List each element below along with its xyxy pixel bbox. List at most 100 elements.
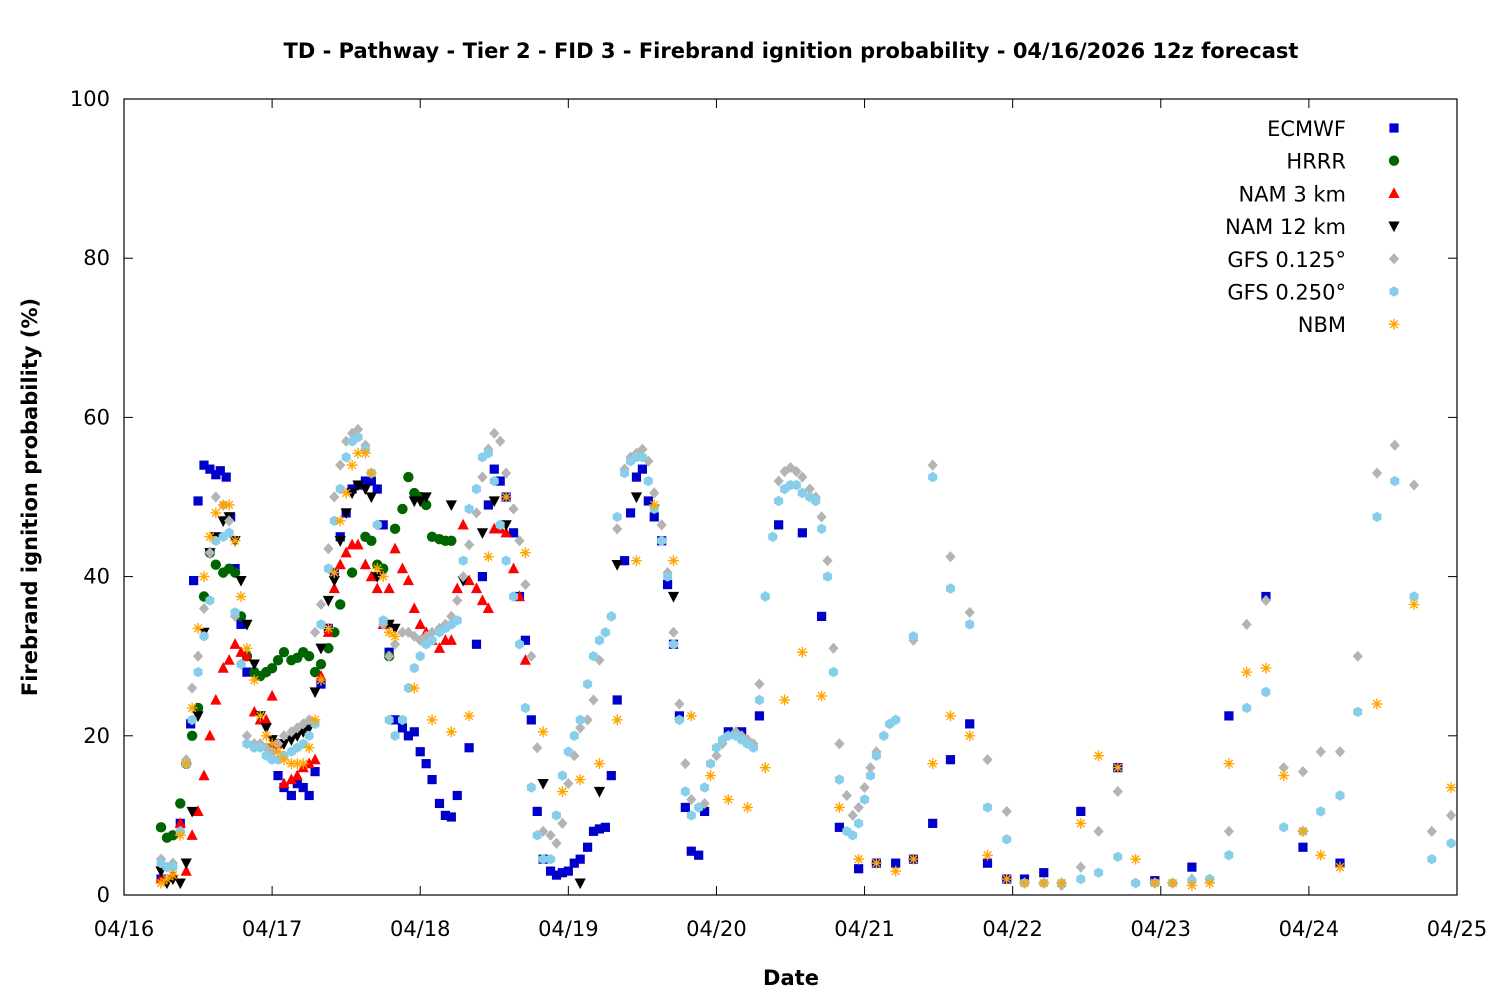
data-point — [495, 435, 506, 447]
x-tick-label: 04/22 — [982, 917, 1043, 941]
data-point — [557, 786, 568, 797]
data-point — [309, 626, 321, 638]
data-point — [427, 774, 437, 785]
data-point — [242, 738, 252, 749]
data-point — [1223, 758, 1235, 770]
data-point — [278, 647, 290, 658]
data-point — [908, 853, 919, 865]
data-point — [187, 682, 198, 694]
data-point — [1075, 817, 1087, 829]
data-point — [328, 575, 340, 587]
data-point — [700, 782, 710, 793]
data-point — [389, 542, 401, 554]
data-point — [180, 865, 192, 876]
data-point — [637, 464, 647, 474]
data-point — [694, 802, 704, 813]
data-point — [520, 635, 530, 645]
data-point — [847, 809, 858, 821]
data-point — [304, 790, 314, 801]
data-point — [221, 472, 231, 482]
data-point — [1149, 877, 1161, 889]
data-point — [526, 782, 536, 793]
data-point — [384, 650, 395, 662]
data-point — [193, 496, 203, 506]
legend-label: ECMWF — [1267, 117, 1346, 141]
data-point — [1076, 873, 1086, 885]
data-point — [1335, 790, 1345, 801]
data-point — [834, 774, 844, 785]
data-point — [365, 492, 377, 504]
data-point — [811, 495, 821, 507]
data-point — [396, 562, 409, 574]
y-tick-label: 60 — [83, 405, 110, 429]
data-point — [335, 459, 346, 471]
data-point — [588, 694, 599, 706]
data-point — [515, 639, 524, 650]
data-point — [699, 797, 710, 810]
data-point — [890, 865, 902, 877]
data-point — [563, 866, 573, 876]
data-point — [1075, 861, 1086, 873]
data-point — [273, 771, 283, 781]
data-point — [278, 777, 290, 789]
data-point — [1187, 862, 1197, 872]
legend-label: NAM 3 km — [1238, 182, 1346, 206]
data-point — [1204, 877, 1216, 889]
data-point — [1039, 868, 1049, 878]
data-point — [389, 630, 401, 642]
data-point — [982, 849, 993, 861]
data-point — [371, 582, 383, 594]
data-point — [612, 695, 622, 705]
data-point — [546, 854, 556, 865]
data-point — [774, 495, 784, 507]
data-point — [796, 646, 808, 658]
data-point — [359, 484, 372, 496]
legend-label: GFS 0.125° — [1227, 248, 1346, 272]
x-tick-label: 04/17 — [242, 917, 303, 941]
data-point — [674, 698, 685, 710]
data-point — [266, 662, 278, 674]
data-point — [236, 659, 246, 670]
data-point — [167, 830, 179, 841]
data-point — [304, 730, 314, 741]
data-point — [705, 770, 716, 781]
data-point — [526, 650, 537, 662]
data-point — [341, 435, 352, 447]
data-point — [309, 666, 321, 678]
data-point — [365, 570, 377, 582]
data-point — [1315, 746, 1326, 758]
data-point — [291, 769, 303, 781]
data-point — [471, 507, 482, 519]
data-point — [500, 491, 512, 503]
data-point — [315, 598, 327, 611]
data-point — [389, 638, 401, 650]
data-point — [593, 786, 606, 798]
data-point — [309, 687, 321, 699]
data-point — [309, 714, 321, 726]
data-point — [1241, 618, 1252, 630]
data-point — [538, 854, 548, 865]
y-tick-label: 0 — [97, 883, 110, 907]
data-point — [649, 487, 660, 499]
data-point — [1002, 834, 1012, 845]
data-point — [186, 829, 198, 840]
data-point — [365, 467, 377, 479]
data-point — [1260, 594, 1272, 607]
data-point — [537, 726, 549, 738]
data-point — [446, 535, 457, 546]
data-point — [205, 595, 215, 606]
legend-marker — [1389, 123, 1399, 133]
data-point — [817, 523, 827, 534]
data-point — [606, 611, 616, 622]
data-point — [353, 432, 363, 443]
data-point — [298, 738, 308, 749]
data-point — [711, 750, 722, 762]
data-point — [193, 666, 203, 678]
data-point — [606, 771, 616, 781]
data-point — [662, 579, 673, 590]
data-point — [1372, 511, 1382, 523]
data-point — [1093, 825, 1104, 837]
data-point — [519, 654, 531, 665]
x-tick-label: 04/24 — [1279, 917, 1340, 941]
data-point — [452, 594, 463, 607]
